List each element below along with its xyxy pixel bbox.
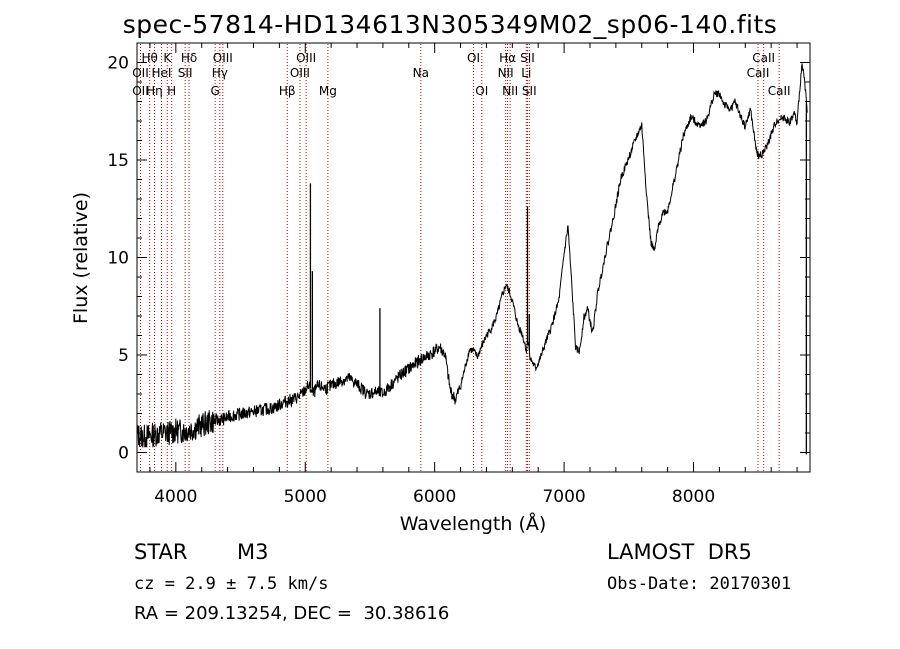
x-tick-label: 7000 — [542, 487, 585, 507]
x-tick-label: 4000 — [154, 487, 197, 507]
y-tick-label: 15 — [107, 151, 129, 171]
line-label: Hη — [146, 84, 163, 98]
line-label: SII — [520, 51, 535, 65]
line-label: OII — [132, 66, 149, 80]
y-tick-label: 0 — [118, 444, 129, 464]
line-label: HeI — [151, 66, 171, 80]
x-tick-label: 6000 — [413, 487, 456, 507]
observation-date: Obs-Date: 20170301 — [607, 574, 792, 594]
y-axis-label: Flux (relative) — [70, 192, 92, 324]
line-label: SII — [522, 84, 537, 98]
line-label: Li — [521, 66, 531, 80]
spectrum-line — [136, 63, 808, 448]
line-label: Hα — [499, 51, 516, 65]
x-tick-label: 8000 — [672, 487, 715, 507]
x-axis-label: Wavelength (Å) — [400, 512, 547, 535]
line-label: OIII — [290, 66, 310, 80]
line-label: OI — [475, 84, 488, 98]
line-label: CaII — [747, 66, 770, 80]
line-label: SII — [178, 66, 193, 80]
line-label: OII — [132, 84, 149, 98]
y-tick-label: 20 — [107, 54, 129, 74]
emission-line-markers — [139, 44, 780, 471]
line-label: H — [167, 84, 176, 98]
line-label: G — [211, 84, 220, 98]
line-label: Mg — [319, 84, 337, 98]
x-tick-label: 5000 — [284, 487, 327, 507]
spectrum-series — [136, 63, 808, 455]
line-label: K — [163, 51, 172, 65]
line-label: NII — [498, 66, 514, 80]
line-label: OIII — [213, 51, 233, 65]
line-label: Na — [413, 66, 429, 80]
y-tick-label: 5 — [118, 346, 129, 366]
line-label: Hβ — [279, 84, 296, 98]
redshift-velocity: cz = 2.9 ± 7.5 km/s — [134, 574, 329, 594]
chart-title: spec-57814-HD134613N305349M02_sp06-140.f… — [122, 10, 778, 39]
axis-ticks: 4000 5000 6000 7000 8000 0 5 10 15 20 — [107, 43, 810, 507]
line-label: Hγ — [212, 66, 228, 80]
object-class: STAR — [134, 540, 188, 564]
line-label: OI — [467, 51, 480, 65]
line-label: CaII — [752, 51, 775, 65]
y-tick-label: 10 — [107, 249, 129, 269]
line-label: OIII — [296, 51, 316, 65]
line-label: Hθ — [141, 51, 157, 65]
coordinates: RA = 209.13254, DEC = 30.38616 — [134, 603, 450, 624]
line-label: Hδ — [181, 51, 197, 65]
object-subclass: M3 — [237, 540, 269, 564]
survey-name: LAMOST DR5 — [607, 540, 752, 564]
line-label: CaII — [768, 84, 791, 98]
line-label: NII — [502, 84, 518, 98]
